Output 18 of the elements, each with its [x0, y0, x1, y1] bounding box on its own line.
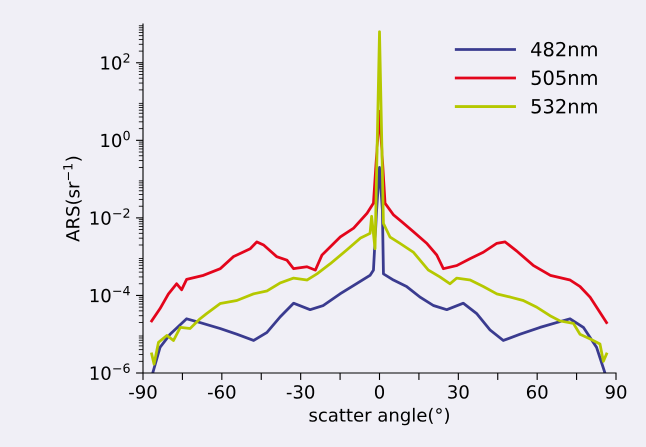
x-tick-label: -90 — [129, 385, 157, 399]
legend-label: 532nm — [532, 98, 597, 114]
y-axis-title: ARS(sr$^{−1}$) — [63, 156, 82, 242]
x-tick-label: 60 — [526, 385, 548, 399]
legend-label: 505nm — [532, 70, 597, 86]
y-tick-label: 10$^{−4}$ — [90, 286, 130, 302]
line-series — [150, 30, 608, 366]
x-tick-label: 30 — [448, 385, 469, 399]
y-tick-label: 10$^{0}$ — [101, 130, 130, 148]
x-tick-label: 90 — [606, 385, 626, 399]
y-tick-label: 10$^{−2}$ — [90, 208, 130, 225]
x-axis-title: scatter angle(°) — [309, 408, 449, 426]
x-tick-label: -60 — [208, 385, 236, 399]
x-tick-label: -30 — [286, 385, 314, 399]
y-tick-label: 10$^{−6}$ — [90, 363, 130, 380]
legend-label: 482nm — [531, 42, 597, 57]
y-tick-label: 10$^{2}$ — [101, 53, 130, 70]
x-tick-label: 0 — [374, 385, 384, 399]
